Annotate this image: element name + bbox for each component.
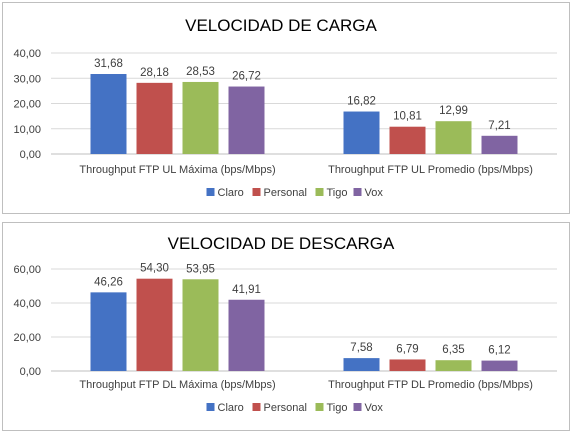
legend-label: Claro bbox=[218, 402, 244, 414]
chart-title: VELOCIDAD DE CARGA bbox=[185, 16, 377, 35]
data-label: 12,99 bbox=[439, 105, 468, 117]
data-label: 6,12 bbox=[488, 345, 510, 357]
data-label: 7,21 bbox=[488, 120, 510, 132]
category-label: Throughput FTP DL Promedio (bps/Mbps) bbox=[328, 379, 533, 391]
legend-label: Claro bbox=[218, 187, 244, 199]
legend-label: Tigo bbox=[327, 187, 348, 199]
legend-label: Tigo bbox=[327, 402, 348, 414]
y-tick-label: 60,00 bbox=[13, 264, 41, 276]
y-tick-label: 40,00 bbox=[13, 298, 41, 310]
bar-personal bbox=[389, 126, 426, 154]
data-label: 41,91 bbox=[232, 284, 261, 296]
legend-label: Personal bbox=[264, 402, 307, 414]
legend-swatch-tigo bbox=[315, 403, 324, 411]
data-label: 54,30 bbox=[140, 263, 169, 275]
data-label: 7,58 bbox=[350, 342, 372, 354]
data-label: 6,79 bbox=[396, 343, 418, 355]
legend-swatch-personal bbox=[252, 403, 261, 411]
bar-vox bbox=[481, 135, 518, 154]
data-label: 31,68 bbox=[94, 58, 123, 70]
legend-swatch-personal bbox=[252, 188, 261, 196]
y-tick-label: 0,00 bbox=[20, 149, 41, 161]
legend-swatch-claro bbox=[206, 403, 215, 411]
y-tick-label: 10,00 bbox=[13, 124, 41, 136]
category-label: Throughput FTP DL Máxima (bps/Mbps) bbox=[79, 379, 275, 391]
legend-swatch-claro bbox=[206, 188, 215, 196]
data-label: 53,95 bbox=[186, 263, 215, 275]
data-label: 46,26 bbox=[94, 276, 123, 288]
data-label: 26,72 bbox=[232, 71, 261, 83]
bar-personal bbox=[389, 359, 426, 371]
legend-label: Vox bbox=[365, 402, 384, 414]
bar-vox bbox=[228, 86, 265, 154]
upload-speed-chart: VELOCIDAD DE CARGA 0,00 10,00 20,00 30,00 40,… bbox=[2, 2, 570, 214]
y-tick-label: 20,00 bbox=[13, 99, 41, 111]
bar-personal bbox=[136, 278, 173, 371]
download-speed-chart: VELOCIDAD DE DESCARGA 0,00 20,00 40,00 60,00… bbox=[2, 222, 570, 431]
data-label: 6,35 bbox=[442, 344, 464, 356]
bar-tigo bbox=[435, 360, 472, 371]
category-label: Throughput FTP UL Máxima (bps/Mbps) bbox=[79, 164, 275, 176]
chart-svg: VELOCIDAD DE CARGA 0,00 10,00 20,00 30,00 40,… bbox=[13, 16, 557, 199]
bar-personal bbox=[136, 82, 173, 154]
data-label: 28,18 bbox=[140, 67, 169, 79]
bar-vox bbox=[481, 360, 518, 371]
legend-swatch-tigo bbox=[315, 188, 324, 196]
data-label: 16,82 bbox=[347, 96, 376, 108]
bar-claro bbox=[90, 292, 127, 371]
bar-claro bbox=[90, 74, 127, 154]
chart-title: VELOCIDAD DE DESCARGA bbox=[168, 234, 395, 253]
y-tick-label: 40,00 bbox=[13, 48, 41, 60]
legend-swatch-vox bbox=[353, 403, 362, 411]
category-label: Throughput FTP UL Promedio (bps/Mbps) bbox=[328, 164, 533, 176]
data-label: 10,81 bbox=[393, 111, 422, 123]
y-tick-label: 20,00 bbox=[13, 332, 41, 344]
legend-label: Vox bbox=[365, 187, 384, 199]
data-label: 28,53 bbox=[186, 66, 215, 78]
legend-label: Personal bbox=[264, 187, 307, 199]
y-tick-label: 30,00 bbox=[13, 73, 41, 85]
bar-claro bbox=[343, 358, 380, 371]
bar-tigo bbox=[182, 81, 219, 154]
bar-claro bbox=[343, 111, 380, 154]
legend-swatch-vox bbox=[353, 188, 362, 196]
chart-svg: VELOCIDAD DE DESCARGA 0,00 20,00 40,00 60,00… bbox=[13, 234, 557, 414]
y-tick-label: 0,00 bbox=[20, 366, 41, 378]
bar-vox bbox=[228, 299, 265, 371]
bar-tigo bbox=[182, 279, 219, 371]
bar-tigo bbox=[435, 121, 472, 154]
